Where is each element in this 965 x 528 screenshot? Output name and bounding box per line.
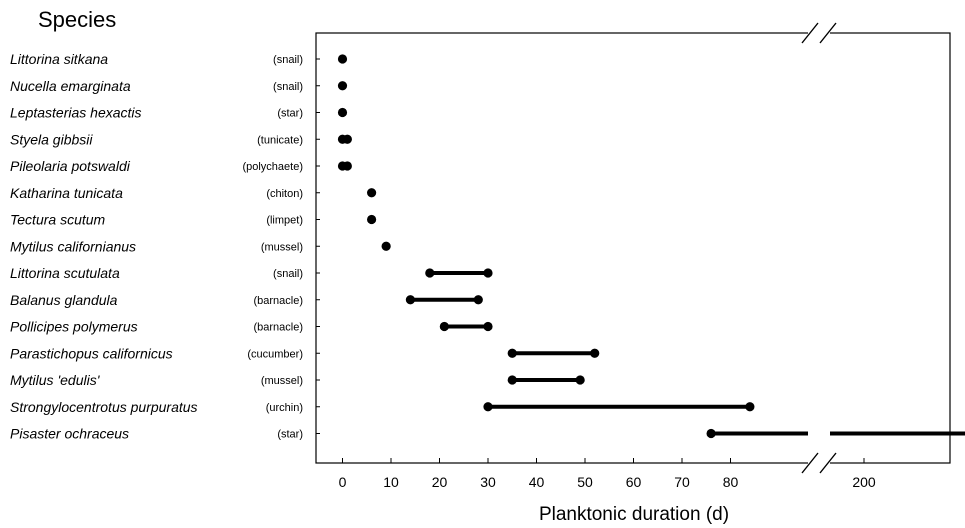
common-name: (mussel) (261, 375, 303, 387)
x-tick-label: 10 (383, 474, 399, 490)
range-min-point (483, 402, 493, 412)
common-name: (star) (277, 108, 303, 120)
x-tick-label: 80 (723, 474, 739, 490)
range-max-point (745, 402, 755, 412)
species-name: Mytilus californianus (10, 238, 136, 254)
species-row: Tectura scutum (limpet) (10, 212, 377, 228)
species-row: Strongylocentrotus purpuratus (urchin) (10, 399, 755, 415)
x-tick-label: 0 (339, 474, 347, 490)
plot-area-frame (315, 32, 951, 464)
species-row: Mytilus 'edulis' (mussel) (10, 372, 585, 388)
range-min-point (337, 107, 348, 118)
species-name: Pileolaria potswaldi (10, 158, 131, 174)
x-tick-label: 40 (529, 474, 545, 490)
species-rows: Littorina sitkana (snail)Nucella emargina… (10, 51, 965, 442)
axis-break-slash (801, 22, 819, 44)
common-name: (limpet) (266, 215, 303, 227)
range-min-point (337, 54, 348, 64)
x-tick-label: 50 (577, 474, 593, 490)
common-name: (mussel) (261, 241, 303, 253)
species-name: Pisaster ochraceus (10, 426, 129, 442)
range-min-point (381, 241, 391, 251)
species-name: Parastichopus californicus (10, 345, 173, 361)
common-name: (tunicate) (257, 134, 303, 146)
x-tick-label: 70 (674, 474, 690, 490)
species-row: Styela gibbsii (tunicate) (10, 131, 352, 147)
species-name: Styela gibbsii (10, 131, 93, 147)
x-tick-label: 60 (626, 474, 642, 490)
species-name: Katharina tunicata (10, 185, 123, 201)
species-name: Mytilus 'edulis' (10, 372, 101, 388)
species-row: Pisaster ochraceus (star) (10, 426, 965, 442)
range-max-point (590, 348, 600, 358)
species-row: Mytilus californianus (mussel) (10, 238, 391, 254)
range-min-point (507, 348, 517, 358)
common-name: (snail) (273, 268, 303, 280)
species-row: Balanus glandula (barnacle) (10, 292, 483, 308)
species-name: Littorina sitkana (10, 51, 108, 67)
species-heading: Species (38, 7, 116, 32)
species-row: Katharina tunicata (chiton) (10, 185, 377, 201)
axis-break-slash (801, 452, 819, 474)
species-name: Strongylocentrotus purpuratus (10, 399, 198, 415)
common-name: (star) (277, 429, 303, 441)
axis-break-gap (808, 27, 830, 39)
axis-break-slash (819, 22, 837, 44)
common-name: (barnacle) (253, 322, 303, 334)
species-row: Parastichopus californicus (cucumber) (10, 345, 600, 361)
species-name: Tectura scutum (10, 212, 106, 228)
species-name: Nucella emarginata (10, 78, 131, 94)
range-max-point (342, 161, 352, 171)
range-min-point (367, 188, 377, 198)
range-min-point (367, 214, 377, 225)
range-max-point (483, 268, 493, 278)
axis-break-slash (819, 452, 837, 474)
species-row: Nucella emarginata (snail) (10, 78, 348, 94)
species-name: Littorina scutulata (10, 265, 120, 281)
common-name: (snail) (273, 81, 303, 93)
species-row: Pollicipes polymerus (barnacle) (10, 319, 493, 335)
range-max-point (473, 295, 483, 305)
common-name: (chiton) (266, 188, 303, 200)
range-min-point (706, 428, 716, 439)
common-name: (cucumber) (247, 348, 303, 360)
range-min-point (507, 375, 517, 385)
x-axis-ticks: 01020304050607080200220240 (339, 458, 876, 490)
common-name: (urchin) (266, 402, 303, 414)
species-name: Balanus glandula (10, 292, 118, 308)
species-row: Leptasterias hexactis (star) (10, 105, 348, 121)
species-name: Leptasterias hexactis (10, 105, 142, 121)
species-row: Pileolaria potswaldi (polychaete) (10, 158, 352, 174)
range-max-point (575, 375, 585, 385)
range-min-point (405, 295, 415, 305)
axis-break-gap (808, 457, 830, 469)
species-row: Littorina scutulata (snail) (10, 265, 493, 281)
range-min-point (439, 321, 449, 332)
common-name: (polychaete) (242, 161, 303, 173)
range-max-point (483, 321, 493, 332)
axis-break-bottom (801, 452, 837, 474)
range-min-point (425, 268, 435, 278)
common-name: (barnacle) (253, 295, 303, 307)
range-max-point (342, 134, 352, 144)
species-row: Littorina sitkana (snail) (10, 51, 348, 67)
x-tick-label: 30 (480, 474, 496, 490)
axis-break-top (801, 22, 837, 44)
species-name: Pollicipes polymerus (10, 319, 138, 335)
x-axis-label: Planktonic duration (d) (539, 504, 729, 525)
x-tick-label: 200 (852, 474, 876, 490)
x-tick-label: 20 (432, 474, 448, 490)
range-min-point (337, 81, 348, 91)
common-name: (snail) (273, 54, 303, 66)
